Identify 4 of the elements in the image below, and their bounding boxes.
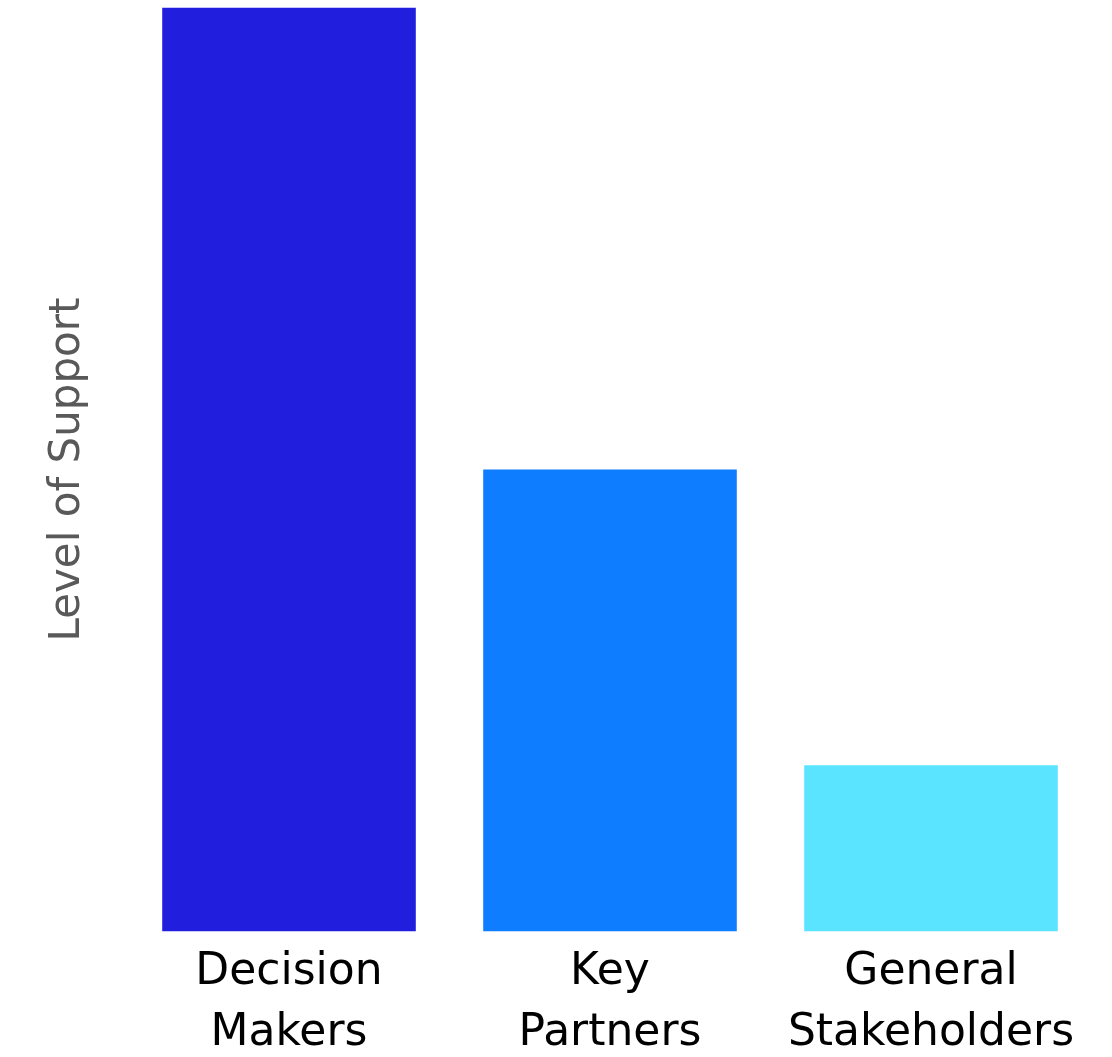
x-tick-label: Decision Makers	[195, 942, 383, 1055]
y-axis-title: Level of Support	[39, 297, 89, 642]
x-tick-label: Key Partners	[518, 942, 702, 1055]
x-tick-label: General Stakeholders	[787, 942, 1075, 1055]
